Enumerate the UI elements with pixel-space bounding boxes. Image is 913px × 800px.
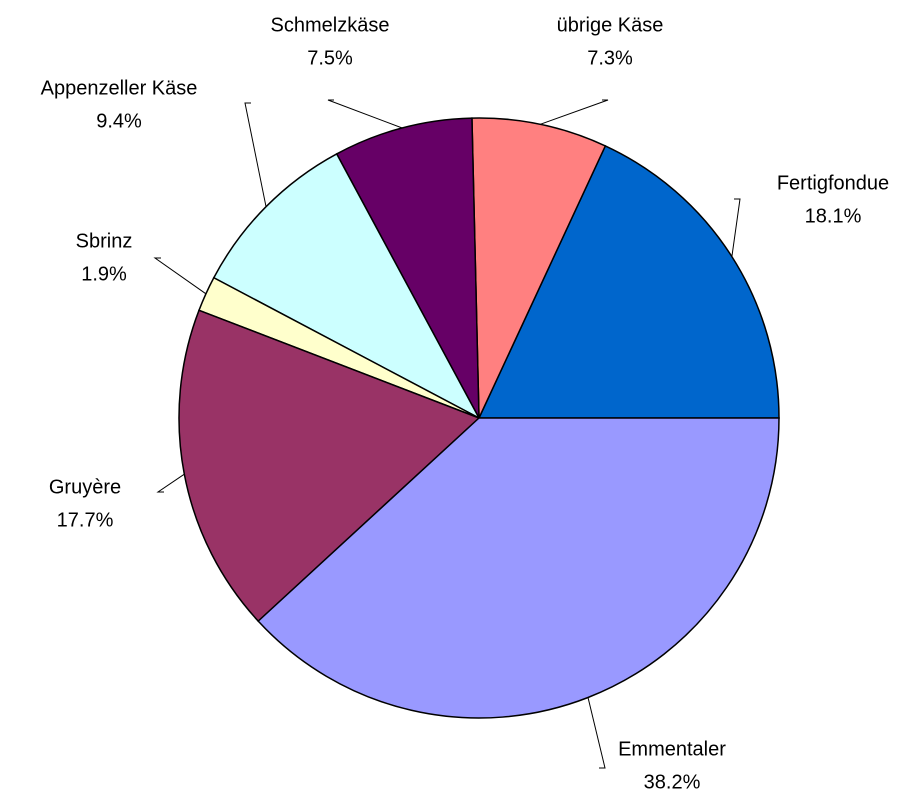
leader-line — [327, 99, 403, 129]
leader-line — [156, 473, 185, 493]
slice-value-label: 18.1% — [805, 205, 862, 227]
slice-label: Appenzeller Käse — [41, 77, 198, 99]
slice-label: Emmentaler — [618, 738, 726, 760]
slice-label: Sbrinz — [76, 230, 133, 252]
leader-line — [244, 102, 267, 207]
slice-value-label: 17.7% — [57, 509, 114, 531]
leader-line — [153, 257, 207, 295]
slice-value-label: 38.2% — [644, 771, 701, 793]
slice-value-label: 7.3% — [587, 47, 633, 69]
leader-line — [731, 198, 741, 257]
pie-slice — [212, 152, 481, 420]
slice-value-label: 9.4% — [96, 110, 142, 132]
slice-label: Gruyère — [49, 476, 121, 498]
leader-line — [540, 99, 609, 125]
slice-label: Schmelzkäse — [271, 14, 390, 36]
slice-label: Fertigfondue — [777, 172, 889, 194]
leader-line — [587, 697, 606, 769]
pie-slice — [335, 117, 480, 419]
slice-value-label: 1.9% — [81, 263, 127, 285]
slice-label: übrige Käse — [557, 14, 664, 36]
slice-value-label: 7.5% — [307, 47, 353, 69]
